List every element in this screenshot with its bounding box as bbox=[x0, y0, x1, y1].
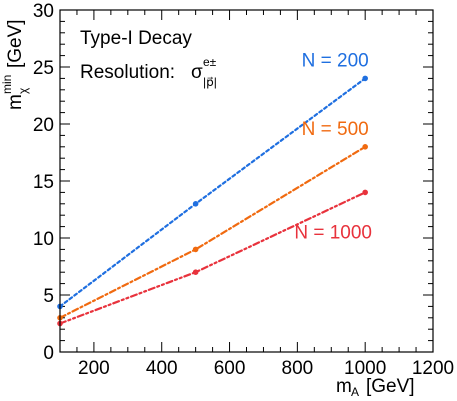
x-axis-title: m A [GeV] bbox=[336, 376, 415, 399]
x-tick-label: 200 bbox=[78, 358, 110, 379]
series-group: N = 200 N = 500 N = 1000 bbox=[57, 50, 372, 327]
data-point bbox=[362, 189, 368, 196]
y-axis-title-main: m bbox=[5, 94, 26, 110]
x-tick-label: 1200 bbox=[412, 358, 454, 379]
y-axis-title-unit: [GeV] bbox=[5, 19, 26, 68]
x-tick-label: 400 bbox=[146, 358, 178, 379]
series-label: N = 500 bbox=[302, 119, 369, 140]
series-label: N = 200 bbox=[302, 50, 369, 71]
annotation-resolution-prefix: Resolution: bbox=[80, 62, 175, 83]
y-tick-label: 10 bbox=[33, 229, 54, 250]
x-axis-title-sub: A bbox=[351, 385, 359, 399]
data-point bbox=[192, 269, 199, 276]
x-axis-title-main: m bbox=[336, 376, 352, 397]
annotation-resolution-sup: e± bbox=[203, 55, 217, 69]
x-axis-title-unit: [GeV] bbox=[366, 376, 415, 397]
y-tick-label: 5 bbox=[43, 286, 54, 307]
y-tick-label: 30 bbox=[33, 1, 54, 22]
data-point bbox=[362, 144, 368, 150]
data-point bbox=[192, 201, 199, 207]
annotation-resolution: Resolution: σ e± |p⃗| bbox=[80, 55, 217, 89]
annotation-resolution-symbol: σ bbox=[191, 62, 203, 83]
annotation-decay-text: Type-I Decay bbox=[80, 28, 192, 49]
x-tick-label: 800 bbox=[282, 358, 314, 379]
data-point bbox=[192, 246, 199, 253]
data-point bbox=[362, 75, 368, 82]
x-tick-label: 1000 bbox=[344, 358, 386, 379]
annotation-resolution-sub: |p⃗| bbox=[203, 75, 217, 89]
y-tick-label: 0 bbox=[43, 343, 54, 364]
y-tick-label: 20 bbox=[33, 115, 54, 136]
x-tick-label: 600 bbox=[214, 358, 246, 379]
y-axis-title: m min χ [GeV] bbox=[0, 19, 30, 110]
series-line bbox=[58, 191, 367, 325]
y-axis-title-sub: χ bbox=[16, 87, 30, 94]
y-axis-title-sup: min bbox=[0, 75, 14, 94]
plot-frame bbox=[59, 9, 434, 353]
y-tick-label: 25 bbox=[33, 58, 54, 79]
axis-ticks: 200 400 600 800 1000 1200 0 5 10 15 20 25 30 bbox=[33, 1, 454, 379]
series-label: N = 1000 bbox=[294, 222, 372, 243]
annotation-decay: Type-I Decay bbox=[80, 28, 192, 49]
y-tick-label: 15 bbox=[33, 172, 54, 193]
series-line bbox=[58, 77, 367, 308]
